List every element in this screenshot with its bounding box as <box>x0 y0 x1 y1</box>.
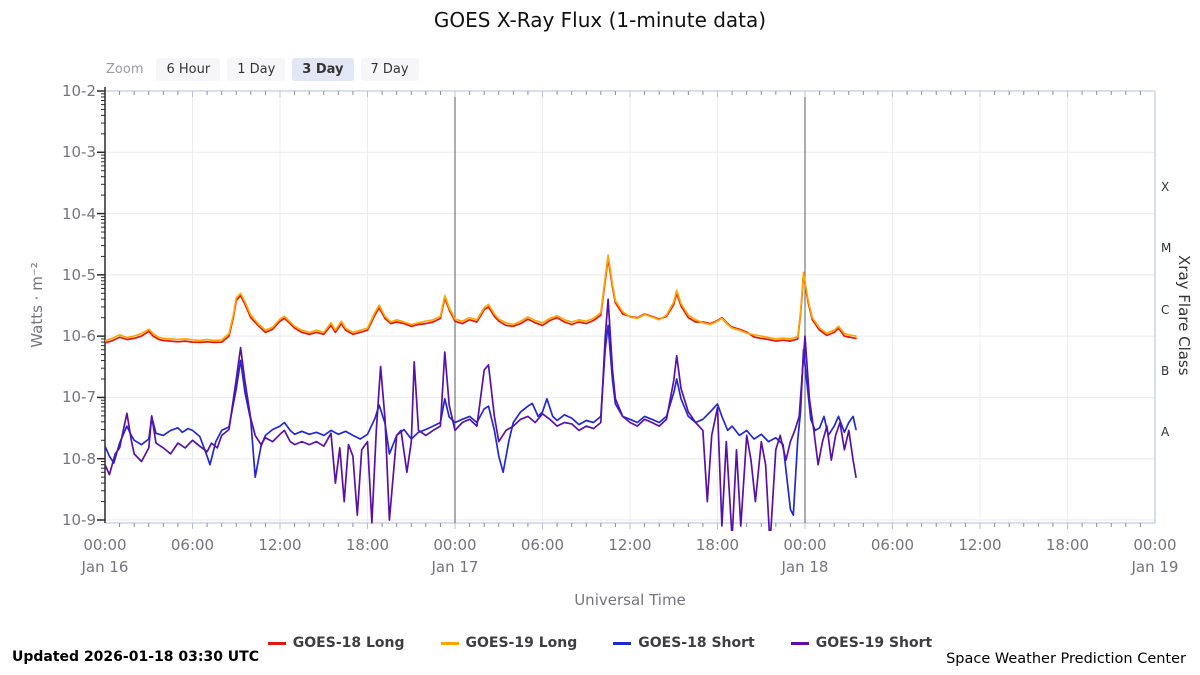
zoom-option-6-hour[interactable]: 6 Hour <box>156 58 221 81</box>
flare-class-label-m: M <box>1161 241 1172 256</box>
legend-item-goes-19-long[interactable]: GOES-19 Long <box>440 635 578 651</box>
legend-item-goes-18-short[interactable]: GOES-18 Short <box>613 635 755 651</box>
flare-class-label-a: A <box>1161 425 1170 440</box>
y-axis-title: Watts · m⁻² <box>28 262 46 348</box>
x-axis-title: Universal Time <box>574 591 686 609</box>
x-tick-label: 18:00 <box>345 536 390 554</box>
legend-item-goes-18-long[interactable]: GOES-18 Long <box>267 635 405 651</box>
legend-line-swatch <box>613 641 632 645</box>
y-tick-label: 10-6 <box>61 327 96 346</box>
x-tick-label: 00:00 <box>83 536 127 554</box>
legend-line-swatch <box>790 641 809 645</box>
flare-class-label-x: X <box>1161 179 1170 194</box>
y-tick-label: 10-4 <box>61 204 96 223</box>
y-tick-label: 10-7 <box>61 388 96 407</box>
x-tick-label: 00:00 <box>1133 536 1177 554</box>
page-title: GOES X-Ray Flux (1-minute data) <box>433 8 767 32</box>
x-tick-label: 06:00 <box>870 536 915 554</box>
x-tick-label: 12:00 <box>958 536 1002 554</box>
zoom-buttons: 6 Hour 1 Day 3 Day 7 Day <box>149 58 419 81</box>
legend-label: GOES-19 Long <box>465 635 578 651</box>
flare-class-axis-title: Xray Flare Class <box>1175 254 1193 376</box>
legend-item-goes-19-short[interactable]: GOES-19 Short <box>790 635 933 651</box>
legend-line-swatch <box>440 641 459 645</box>
x-tick-label: 06:00 <box>170 536 215 554</box>
series-line-goes-18-short <box>105 324 857 516</box>
zoom-control-label: Zoom <box>106 62 144 77</box>
y-tick-label: 10-9 <box>61 511 96 529</box>
x-date-label: Jan 19 <box>1131 558 1179 576</box>
zoom-option-1-day[interactable]: 1 Day <box>227 58 286 81</box>
y-tick-label: 10-3 <box>61 143 96 162</box>
y-tick-label: 10-2 <box>61 82 96 100</box>
series-line-goes-19-long <box>105 254 857 342</box>
flare-class-label-c: C <box>1161 302 1170 317</box>
legend-line-swatch <box>267 641 286 645</box>
x-date-label: Jan 16 <box>81 558 129 576</box>
zoom-control: Zoom 6 Hour 1 Day 3 Day 7 Day <box>106 58 419 81</box>
y-tick-label: 10-8 <box>61 449 96 468</box>
x-tick-label: 06:00 <box>520 536 565 554</box>
x-tick-label: 12:00 <box>608 536 652 554</box>
x-tick-label: 00:00 <box>783 536 827 554</box>
x-tick-label: 00:00 <box>433 536 477 554</box>
legend-label: GOES-19 Short <box>815 635 933 651</box>
legend: GOES-18 Long GOES-19 Long GOES-18 Short GOE… <box>0 635 1200 651</box>
x-date-label: Jan 17 <box>431 558 479 576</box>
zoom-option-3-day[interactable]: 3 Day <box>292 58 354 81</box>
x-tick-label: 12:00 <box>258 536 302 554</box>
source-attribution: Space Weather Prediction Center <box>946 651 1186 667</box>
x-tick-label: 18:00 <box>695 536 740 554</box>
legend-label: GOES-18 Long <box>292 635 405 651</box>
x-tick-label: 18:00 <box>1045 536 1090 554</box>
updated-timestamp: Updated 2026-01-18 03:30 UTC <box>12 649 259 665</box>
y-tick-label: 10-5 <box>61 265 96 284</box>
flare-class-label-b: B <box>1161 363 1170 378</box>
zoom-option-7-day[interactable]: 7 Day <box>360 58 419 81</box>
x-date-label: Jan 18 <box>781 558 829 576</box>
legend-label: GOES-18 Short <box>638 635 755 651</box>
series-line-goes-19-short <box>105 298 857 531</box>
series-line-goes-18-long <box>105 257 857 344</box>
